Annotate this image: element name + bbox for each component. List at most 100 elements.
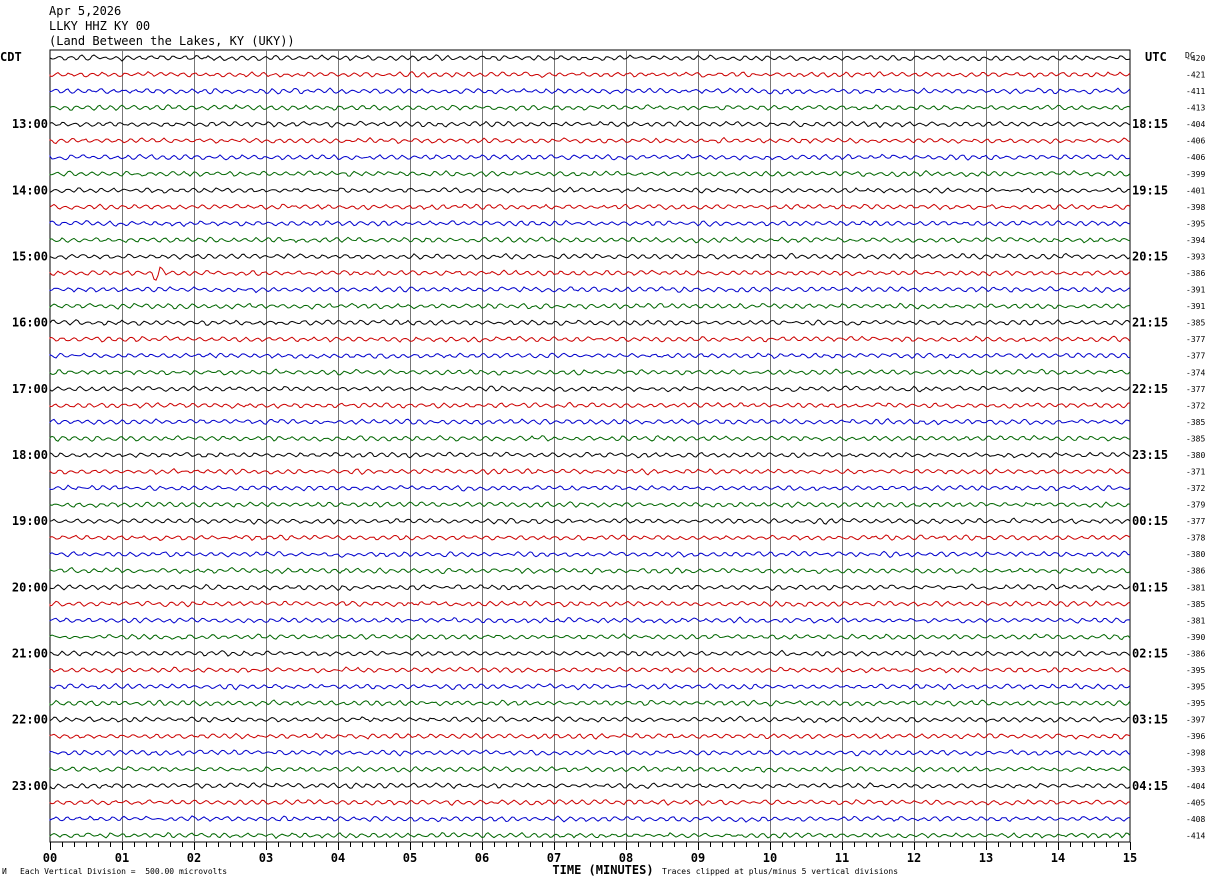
seismic-traces	[49, 54, 1131, 840]
x-tick-label: 01	[115, 851, 129, 865]
clip-note: Traces clipped at plus/minus 5 vertical …	[662, 867, 899, 876]
corner-mark: И	[2, 867, 7, 876]
dc-offset-label: -413	[1186, 104, 1205, 113]
trace-line	[49, 534, 1131, 541]
dc-label: DC	[1185, 51, 1195, 60]
x-tick-label: 15	[1123, 851, 1137, 865]
dc-offset-label: -385	[1186, 418, 1205, 427]
dc-offset-label: -377	[1186, 352, 1205, 361]
utc-hour-label: 20:15	[1132, 249, 1168, 263]
dc-offset-label: -381	[1186, 616, 1205, 625]
trace-line	[49, 319, 1131, 326]
x-tick-label: 09	[691, 851, 705, 865]
utc-hour-label: 04:15	[1132, 779, 1168, 793]
x-tick-label: 13	[979, 851, 993, 865]
dc-offset-label: -377	[1186, 335, 1205, 344]
dc-offset-label: -395	[1186, 699, 1205, 708]
dc-offset-label: -381	[1186, 583, 1205, 592]
dc-offset-label: -406	[1186, 153, 1205, 162]
scale-note: Each Vertical Division = 500.00 microvol…	[20, 867, 228, 876]
x-tick-label: 12	[907, 851, 921, 865]
dc-offset-label: -386	[1186, 269, 1205, 278]
dc-offset-label: -421	[1186, 71, 1205, 80]
dc-offset-label: -391	[1186, 286, 1205, 295]
trace-line	[49, 666, 1131, 674]
x-tick-label: 08	[619, 851, 633, 865]
trace-line	[49, 368, 1131, 376]
trace-line	[49, 170, 1131, 178]
dc-offset-label: -385	[1186, 434, 1205, 443]
trace-line	[49, 385, 1131, 393]
utc-hour-label: 00:15	[1132, 514, 1168, 528]
dc-offset-label: -420	[1186, 54, 1205, 63]
x-tick-label: 06	[475, 851, 489, 865]
trace-line	[49, 302, 1131, 310]
cdt-hour-label: 20:00	[12, 580, 48, 594]
x-axis-title: TIME (MINUTES)	[552, 863, 653, 877]
trace-line	[49, 831, 1131, 840]
trace-line	[49, 616, 1131, 624]
trace-line	[49, 104, 1131, 112]
utc-hour-label: 19:15	[1132, 183, 1168, 197]
trace-line	[49, 782, 1131, 790]
x-tick-label: 07	[547, 851, 561, 865]
dc-offset-label: -372	[1186, 401, 1205, 410]
axis-labels: 00 01 02 03 04 05 06 07 08 09 10 11 12 13 14 15 TIME (MI…	[0, 50, 1205, 877]
plot-frame	[49, 49, 1131, 843]
dc-offset-label: -393	[1186, 252, 1205, 261]
dc-offset-label: -398	[1186, 749, 1205, 758]
dc-offset-label: -414	[1186, 831, 1205, 840]
trace-line	[49, 468, 1131, 476]
trace-line	[49, 699, 1131, 707]
dc-offset-label: -377	[1186, 517, 1205, 526]
x-tick-label: 14	[1051, 851, 1065, 865]
trace-line	[49, 765, 1131, 773]
x-tick-label: 03	[259, 851, 273, 865]
cdt-hour-label: 23:00	[12, 779, 48, 793]
dc-offset-label: -385	[1186, 600, 1205, 609]
trace-line	[49, 418, 1131, 426]
trace-line	[49, 335, 1131, 343]
cdt-hour-label: 14:00	[12, 183, 48, 197]
dc-offset-label: -395	[1186, 683, 1205, 692]
x-tick-label: 11	[835, 851, 849, 865]
cdt-hour-label: 15:00	[12, 249, 48, 263]
dc-offset-label: -404	[1186, 782, 1205, 791]
utc-hour-label: 23:15	[1132, 448, 1168, 462]
cdt-hour-label: 13:00	[12, 117, 48, 131]
dc-offset-label: -395	[1186, 666, 1205, 675]
dc-offset-label: -374	[1186, 368, 1205, 377]
utc-label: UTC	[1145, 50, 1167, 64]
trace-line	[49, 236, 1131, 244]
trace-line	[49, 136, 1131, 145]
trace-line	[49, 153, 1131, 161]
cdt-hour-label: 17:00	[12, 382, 48, 396]
dc-offset-label: -396	[1186, 732, 1205, 741]
plot-grid	[49, 49, 1131, 850]
trace-line	[49, 649, 1131, 658]
trace-line	[49, 186, 1131, 194]
dc-offset-label: -372	[1186, 484, 1205, 493]
cdt-hour-label: 18:00	[12, 448, 48, 462]
trace-line	[49, 749, 1131, 757]
trace-line	[49, 219, 1131, 228]
dc-offset-label: -411	[1186, 87, 1205, 96]
trace-line	[49, 550, 1131, 559]
trace-line	[49, 120, 1131, 129]
dc-offset-label: -391	[1186, 302, 1205, 311]
trace-line	[49, 583, 1131, 592]
trace-line	[49, 732, 1131, 740]
utc-hour-label: 03:15	[1132, 713, 1168, 727]
trace-line	[49, 352, 1131, 360]
trace-line	[49, 252, 1131, 260]
dc-offset-label: -404	[1186, 120, 1205, 129]
cdt-hour-label: 16:00	[12, 316, 48, 330]
trace-line	[49, 70, 1131, 79]
trace-line	[49, 87, 1131, 95]
cdt-label: CDT	[0, 50, 22, 64]
trace-line	[49, 600, 1131, 608]
dc-offset-label: -386	[1186, 567, 1205, 576]
dc-offset-label: -379	[1186, 501, 1205, 510]
utc-hour-label: 22:15	[1132, 382, 1168, 396]
